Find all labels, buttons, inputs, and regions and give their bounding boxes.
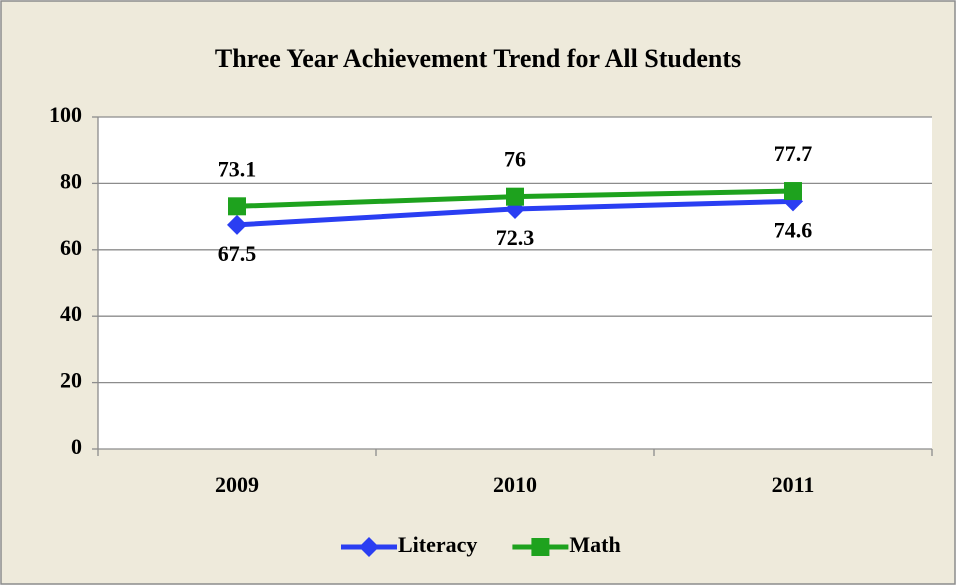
x-tick-label: 2011	[772, 472, 815, 497]
data-point	[227, 214, 247, 235]
data-point	[784, 182, 802, 201]
y-tick-label: 100	[49, 102, 82, 127]
legend-label: Literacy	[398, 532, 477, 557]
data-label: 73.1	[218, 156, 257, 181]
y-tick-label: 40	[60, 301, 82, 326]
y-tick-label: 20	[60, 368, 82, 393]
x-tick-label: 2010	[493, 472, 537, 497]
data-point	[228, 197, 246, 216]
y-tick-label: 80	[60, 168, 82, 193]
data-label: 77.7	[774, 141, 813, 166]
y-tick-label: 0	[71, 434, 82, 459]
data-point	[506, 187, 524, 206]
data-label: 74.6	[774, 217, 813, 242]
data-label: 72.3	[496, 225, 535, 250]
legend-marker	[359, 537, 379, 557]
y-tick-label: 60	[60, 235, 82, 260]
x-tick-label: 2009	[215, 472, 259, 497]
data-label: 76	[504, 147, 526, 172]
plot-area	[98, 117, 932, 449]
legend-label: Math	[569, 532, 620, 557]
legend-marker	[531, 538, 550, 556]
data-label: 67.5	[218, 241, 257, 266]
chart-title: Three Year Achievement Trend for All Stu…	[215, 44, 741, 73]
